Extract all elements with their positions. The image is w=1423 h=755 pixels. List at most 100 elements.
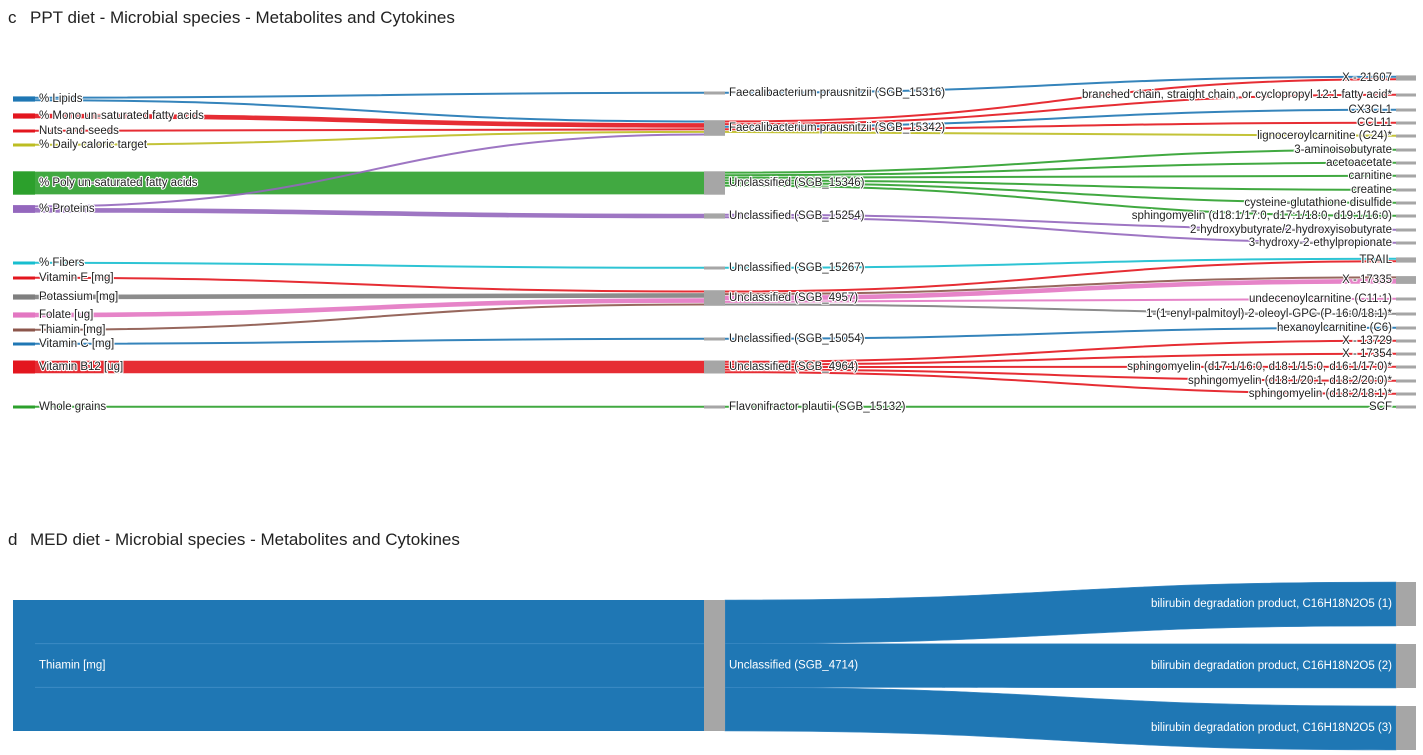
link-s15267-to-trail xyxy=(724,257,1397,269)
link-prot-to-s15342 xyxy=(34,133,705,208)
diet-node-pufa xyxy=(13,171,35,195)
diet-label-thiamin: Thiamin [mg] xyxy=(39,660,105,672)
outcome-label-x13729: X - 13729 xyxy=(1342,335,1392,347)
panel-d-sankey: bilirubin degradation product, C16H18N2O… xyxy=(13,581,1416,751)
outcome-node-ligno xyxy=(1396,134,1416,138)
diet-label-prot: % Proteins xyxy=(39,203,95,215)
diet-label-wg: Whole grains xyxy=(39,401,106,413)
diet-label-cal: % Daily caloric target xyxy=(39,139,148,151)
link-s4964-to-x13729 xyxy=(724,339,1397,363)
diet-label-mufa: % Mono un-saturated fatty acids xyxy=(39,110,204,122)
diet-label-b12: Vitamin B12 [ug] xyxy=(39,361,123,373)
outcome-node-bdp1 xyxy=(1396,582,1416,626)
link-cal-to-s15342 xyxy=(34,130,705,146)
outcome-label-hb: 2-hydroxybutyrate/2-hydroxyisobutyrate xyxy=(1190,224,1392,236)
diet-label-lipids: % Lipids xyxy=(39,93,83,105)
link-vite-to-s4957 xyxy=(34,276,705,293)
outcome-label-trail: TRAIL xyxy=(1359,254,1392,266)
outcome-label-x17354: X - 17354 xyxy=(1342,348,1392,360)
outcome-node-creat xyxy=(1396,188,1416,192)
link-thiamin-to-s4714 xyxy=(35,600,704,731)
species-node-s4964 xyxy=(704,360,725,374)
diet-node-nuts xyxy=(13,129,35,133)
outcome-node-c111 xyxy=(1396,297,1416,301)
outcome-node-aceto xyxy=(1396,161,1416,165)
link-fib-to-s15267 xyxy=(34,261,705,269)
species-node-s15342 xyxy=(704,120,725,136)
link-s15346-to-cysglu xyxy=(724,182,1397,204)
link-s15342-to-cx3cl1 xyxy=(724,108,1397,128)
species-label-s4964: Unclassified (SGB_4964) xyxy=(729,361,858,373)
species-label-s15342: Faecalibacterium prausnitzii (SGB_15342) xyxy=(729,122,945,134)
species-label-s15346: Unclassified (SGB_15346) xyxy=(729,177,865,189)
species-node-s15316 xyxy=(704,91,725,95)
species-label-s15054: Unclassified (SGB_15054) xyxy=(729,333,865,345)
species-label-s4714: Unclassified (SGB_4714) xyxy=(729,660,858,672)
link-lipids-to-s15342 xyxy=(34,99,705,123)
species-node-s15346 xyxy=(704,171,725,195)
link-s4714-to-bdp1 xyxy=(724,581,1397,644)
species-node-s15054 xyxy=(704,337,725,341)
outcome-label-bdp1: bilirubin degradation product, C16H18N2O… xyxy=(1151,598,1392,610)
panel-d-title: MED diet - Microbial species - Metabolit… xyxy=(30,530,460,549)
diet-node-thi xyxy=(13,328,35,332)
outcome-label-creat: creatine xyxy=(1351,184,1392,196)
species-node-s4714 xyxy=(704,600,725,731)
outcome-label-bdp3: bilirubin degradation product, C16H18N2O… xyxy=(1151,722,1392,734)
outcome-label-x17335: X - 17335 xyxy=(1342,274,1392,286)
species-node-s15267 xyxy=(704,266,725,270)
link-s15342-to-x21607 xyxy=(724,78,1397,123)
outcome-label-sm1: sphingomyelin (d18:1/17:0, d17:1/18:0, d… xyxy=(1132,210,1392,222)
outcome-label-carn: carnitine xyxy=(1349,170,1392,182)
link-s15346-to-amino xyxy=(724,148,1397,174)
outcome-node-carn xyxy=(1396,174,1416,178)
link-mufa-to-s15342 xyxy=(34,113,705,128)
link-s15342-to-ccl11 xyxy=(724,121,1397,131)
diet-node-wg xyxy=(13,405,35,409)
diet-node-vite xyxy=(13,276,35,280)
outcome-node-x21607 xyxy=(1396,75,1416,81)
link-s4957-to-c111 xyxy=(724,297,1397,303)
outcome-node-x17354 xyxy=(1396,352,1416,356)
outcome-node-ccl11 xyxy=(1396,121,1416,125)
link-s4957-to-x17335 xyxy=(724,276,1397,296)
diet-node-thiamin xyxy=(13,600,35,731)
panel-c-letter: c xyxy=(8,8,17,27)
link-s15254-to-hb xyxy=(724,213,1397,231)
diet-label-fol: Folate [ug] xyxy=(39,309,93,321)
outcome-label-gpc: 1-(1-enyl-palmitoyl)-2-oleoyl-GPC (P-16:… xyxy=(1146,308,1393,320)
link-s15346-to-carn xyxy=(724,174,1397,179)
outcome-label-cx3cl1: CX3CL1 xyxy=(1349,104,1392,116)
diet-label-pot: Potassium [mg] xyxy=(39,291,118,303)
link-lipids-to-s15316 xyxy=(34,91,705,99)
link-nuts-to-s15342 xyxy=(34,128,705,132)
outcome-node-sm1 xyxy=(1396,214,1416,218)
diet-node-pot xyxy=(13,294,35,300)
link-s15346-to-creat xyxy=(724,179,1397,191)
outcome-label-scf: SCF xyxy=(1369,401,1392,413)
outcome-label-c111: undecenoylcarnitine (C11:1) xyxy=(1249,293,1392,305)
outcome-node-x13729 xyxy=(1396,339,1416,343)
panel-d-letter: d xyxy=(8,530,17,549)
link-vitc-to-s15054 xyxy=(34,337,705,345)
diet-node-cal xyxy=(13,143,35,147)
outcome-label-hep: 3-hydroxy-2-ethylpropionate xyxy=(1249,237,1392,249)
outcome-node-gpc xyxy=(1396,312,1416,316)
nodes: bilirubin degradation product, C16H18N2O… xyxy=(13,582,1416,750)
outcome-node-sm4 xyxy=(1396,392,1416,396)
outcome-label-hexa: hexanoylcarnitine (C6) xyxy=(1277,322,1392,334)
panel-c-sankey: % Lipids % Mono un-saturated fatty acids N… xyxy=(13,71,1416,414)
diet-node-fol xyxy=(13,312,35,318)
link-s4964-to-x17354 xyxy=(724,352,1397,366)
species-node-s15132 xyxy=(704,405,725,409)
species-label-s15254: Unclassified (SGB_15254) xyxy=(729,210,865,222)
outcome-label-ligno: lignoceroylcarnitine (C24)* xyxy=(1257,130,1392,142)
link-prot-to-s15254 xyxy=(34,208,705,219)
outcome-label-bdp2: bilirubin degradation product, C16H18N2O… xyxy=(1151,660,1392,672)
link-s4957-to-x17335 xyxy=(724,279,1397,301)
link-s15342-to-bcfa xyxy=(724,93,1397,126)
species-label-s15267: Unclassified (SGB_15267) xyxy=(729,262,865,274)
links xyxy=(35,581,1397,751)
link-s4714-to-bdp3 xyxy=(724,687,1397,751)
